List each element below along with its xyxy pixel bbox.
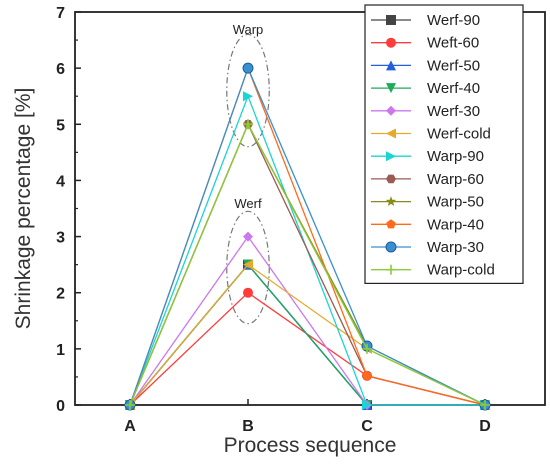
legend-marker bbox=[386, 105, 396, 116]
data-point-warp-40 bbox=[362, 370, 372, 380]
legend-marker bbox=[386, 15, 396, 25]
y-tick-label: 2 bbox=[56, 286, 65, 303]
legend-label: Warp-40 bbox=[427, 216, 484, 233]
y-tick-label: 4 bbox=[56, 173, 65, 190]
legend-item-werf-cold: Werf-cold bbox=[371, 126, 491, 143]
legend-item-werf-40: Werf-40 bbox=[371, 80, 480, 97]
series-warp-cold bbox=[125, 119, 490, 410]
y-tick-label: 0 bbox=[56, 398, 65, 415]
annotation-ellipse bbox=[226, 33, 270, 148]
legend-marker bbox=[386, 83, 396, 94]
legend-label: Warp-90 bbox=[427, 148, 484, 165]
legend-marker bbox=[385, 241, 397, 253]
legend-item-warp-40: Warp-40 bbox=[371, 216, 484, 233]
x-tick-label: B bbox=[242, 418, 254, 435]
y-tick-label: 3 bbox=[56, 230, 65, 247]
data-point-warp-30 bbox=[242, 62, 254, 74]
legend-marker bbox=[386, 219, 396, 229]
annotation-label: Warp bbox=[233, 22, 264, 37]
legend-box bbox=[364, 4, 524, 284]
data-point-weft-60 bbox=[243, 287, 253, 298]
legend-item-warp-60: Warp-60 bbox=[371, 171, 484, 188]
legend-label: Warp-30 bbox=[427, 239, 484, 256]
x-tick-label: A bbox=[124, 418, 136, 435]
series-line-weft-60 bbox=[129, 291, 486, 406]
legend-label: Werf-30 bbox=[427, 103, 480, 120]
legend-item-warp-30: Warp-30 bbox=[371, 239, 484, 256]
data-point-werf-30 bbox=[243, 231, 253, 242]
data-point-warp-cold bbox=[243, 119, 253, 130]
annotations: Warp Werf bbox=[226, 22, 270, 325]
data-point-warp-cold bbox=[480, 400, 490, 410]
legend-item-werf-90: Werf-90 bbox=[371, 12, 480, 29]
legend-label: Werf-cold bbox=[427, 126, 491, 143]
legend-item-warp-90: Warp-90 bbox=[371, 148, 484, 165]
series-line-werf-40 bbox=[129, 263, 485, 406]
y-tick-label: 6 bbox=[56, 61, 65, 78]
legend-item-warp-cold: Warp-cold bbox=[371, 262, 495, 279]
x-tick-label: C bbox=[361, 418, 373, 435]
data-point-warp-cold bbox=[362, 343, 372, 354]
legend-item-warp-50: Warp-50 bbox=[371, 194, 484, 211]
legend-label: Weft-60 bbox=[427, 35, 479, 52]
data-point-warp-cold bbox=[125, 400, 135, 410]
x-tick-label: D bbox=[479, 418, 491, 435]
series-line-warp-30 bbox=[129, 66, 486, 406]
data-point-werf-cold bbox=[243, 259, 253, 270]
legend-marker bbox=[385, 196, 397, 207]
y-tick-label: 1 bbox=[56, 342, 65, 359]
legend-marker bbox=[386, 174, 396, 184]
legend-item-werf-50: Werf-50 bbox=[371, 57, 480, 74]
y-tick-label: 5 bbox=[56, 117, 65, 134]
axes: 0 1 2 3 4 5 6 7 A B C D bbox=[56, 5, 546, 435]
legend-marker bbox=[386, 128, 396, 139]
legend-marker bbox=[386, 60, 396, 71]
legend-label: Werf-50 bbox=[427, 57, 480, 74]
x-axis-title: Process sequence bbox=[224, 434, 397, 457]
legend-marker bbox=[386, 37, 396, 48]
y-axis-title: Shrinkage percentage [%] bbox=[12, 88, 35, 330]
legend-marker bbox=[386, 264, 396, 275]
legend: Werf-90 Weft-60 Werf-50 Werf-40 Werf-30 Werf-… bbox=[364, 4, 524, 284]
series-line-warp-cold bbox=[129, 122, 486, 406]
y-tick-label: 7 bbox=[56, 5, 65, 22]
legend-item-weft-60: Weft-60 bbox=[371, 35, 479, 52]
annotation-label: Werf bbox=[234, 196, 262, 211]
legend-label: Warp-cold bbox=[427, 262, 495, 279]
data-point-warp-90 bbox=[362, 400, 372, 410]
legend-label: Werf-40 bbox=[427, 80, 480, 97]
legend-label: Warp-50 bbox=[427, 194, 484, 211]
data-point-warp-90 bbox=[243, 91, 253, 102]
series-layer bbox=[124, 62, 491, 411]
legend-marker bbox=[386, 151, 396, 162]
legend-label: Warp-60 bbox=[427, 171, 484, 188]
legend-label: Werf-90 bbox=[427, 12, 480, 29]
legend-item-werf-30: Werf-30 bbox=[371, 103, 480, 120]
